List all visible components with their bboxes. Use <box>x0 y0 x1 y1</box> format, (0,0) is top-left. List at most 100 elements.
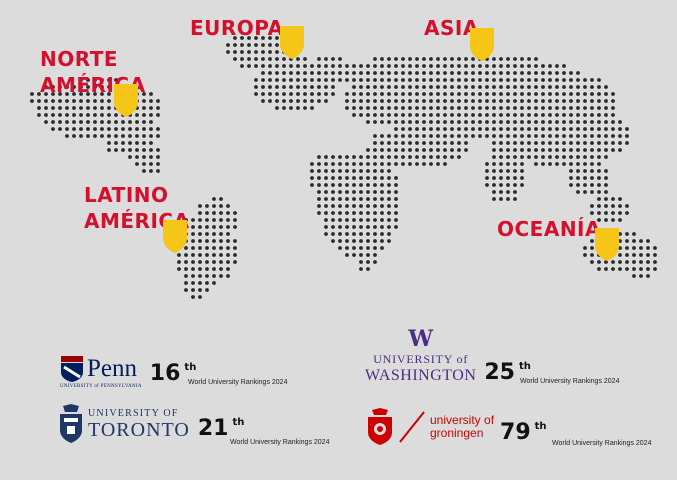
map-dot <box>93 106 97 110</box>
map-dot <box>569 120 573 124</box>
map-dot <box>541 78 545 82</box>
map-dot <box>205 281 209 285</box>
map-dot <box>212 274 216 278</box>
map-dot <box>387 134 391 138</box>
map-dot <box>569 141 573 145</box>
map-dot <box>142 92 146 96</box>
map-dot <box>576 127 580 131</box>
map-dot <box>37 92 41 96</box>
map-dot <box>331 78 335 82</box>
map-dot <box>590 169 594 173</box>
shield-icon-europa <box>280 26 304 59</box>
map-dot <box>44 113 48 117</box>
map-dot <box>373 169 377 173</box>
map-dot <box>506 99 510 103</box>
map-dot <box>380 232 384 236</box>
map-dot <box>352 253 356 257</box>
map-dot <box>506 57 510 61</box>
map-dot <box>135 148 139 152</box>
map-dot <box>576 176 580 180</box>
map-dot <box>184 260 188 264</box>
map-dot <box>394 148 398 152</box>
map-dot <box>380 225 384 229</box>
map-dot <box>352 162 356 166</box>
map-dot <box>296 78 300 82</box>
map-dot <box>611 204 615 208</box>
map-dot <box>604 127 608 131</box>
map-dot <box>464 92 468 96</box>
uw-line2: WASHINGTON <box>365 367 477 384</box>
map-dot <box>107 148 111 152</box>
map-dot <box>555 120 559 124</box>
map-dot <box>254 85 258 89</box>
map-dot <box>121 141 125 145</box>
map-dot <box>576 113 580 117</box>
map-dot <box>513 78 517 82</box>
map-dot <box>429 141 433 145</box>
map-dot <box>212 232 216 236</box>
map-dot <box>338 232 342 236</box>
map-dot <box>555 148 559 152</box>
map-dot <box>79 120 83 124</box>
map-dot <box>429 71 433 75</box>
map-dot <box>499 148 503 152</box>
map-dot <box>373 113 377 117</box>
map-dot <box>352 204 356 208</box>
map-dot <box>233 239 237 243</box>
map-dot <box>625 232 629 236</box>
map-dot <box>338 155 342 159</box>
map-dot <box>212 253 216 257</box>
map-dot <box>597 204 601 208</box>
map-dot <box>562 113 566 117</box>
map-dot <box>58 106 62 110</box>
map-dot <box>576 99 580 103</box>
map-dot <box>44 92 48 96</box>
map-dot <box>506 183 510 187</box>
map-dot <box>212 211 216 215</box>
map-dot <box>555 127 559 131</box>
map-dot <box>121 120 125 124</box>
map-dot <box>569 85 573 89</box>
map-dot <box>492 134 496 138</box>
map-dot <box>548 127 552 131</box>
map-dot <box>366 190 370 194</box>
map-dot <box>44 120 48 124</box>
map-dot <box>583 176 587 180</box>
map-dot <box>142 169 146 173</box>
map-dot <box>191 232 195 236</box>
map-dot <box>212 218 216 222</box>
toronto-crest-icon <box>60 404 82 443</box>
map-dot <box>555 106 559 110</box>
map-dot <box>254 43 258 47</box>
map-dot <box>513 92 517 96</box>
map-dot <box>464 127 468 131</box>
map-dot <box>219 211 223 215</box>
map-dot <box>534 57 538 61</box>
map-dot <box>583 120 587 124</box>
map-dot <box>380 211 384 215</box>
map-dot <box>205 260 209 264</box>
map-dot <box>345 106 349 110</box>
map-dot <box>338 190 342 194</box>
map-dot <box>107 134 111 138</box>
map-dot <box>387 218 391 222</box>
map-dot <box>373 148 377 152</box>
map-dot <box>93 120 97 124</box>
map-dot <box>499 78 503 82</box>
map-dot <box>513 120 517 124</box>
map-dot <box>597 127 601 131</box>
map-dot <box>135 127 139 131</box>
map-dot <box>478 85 482 89</box>
map-dot <box>128 155 132 159</box>
map-dot <box>597 197 601 201</box>
map-dot <box>422 92 426 96</box>
map-dot <box>415 64 419 68</box>
map-dot <box>65 92 69 96</box>
map-dot <box>324 204 328 208</box>
map-dot <box>373 155 377 159</box>
map-dot <box>548 78 552 82</box>
map-dot <box>408 148 412 152</box>
map-dot <box>506 169 510 173</box>
map-dot <box>100 85 104 89</box>
map-dot <box>394 218 398 222</box>
